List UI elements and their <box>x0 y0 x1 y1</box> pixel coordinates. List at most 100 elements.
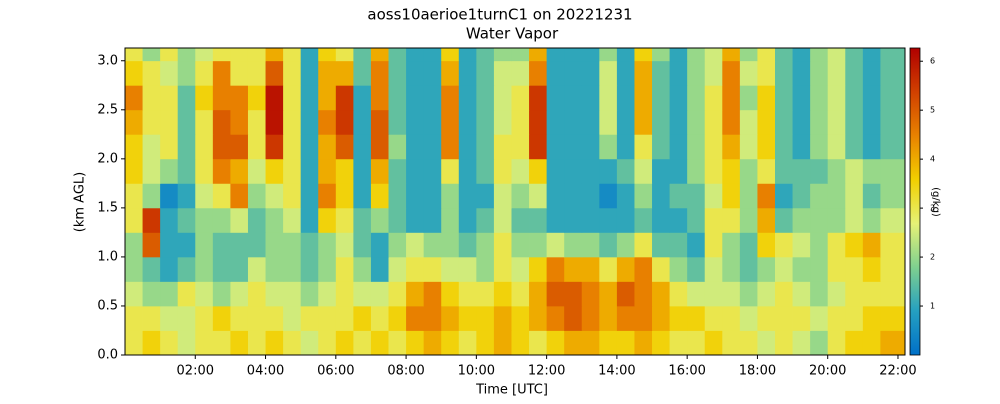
heatmap-cell <box>283 207 302 233</box>
heatmap-cell <box>318 60 337 86</box>
y-tick-label: 2.5 <box>97 102 118 117</box>
heatmap-cell <box>212 85 231 111</box>
heatmap-cell <box>423 109 442 135</box>
heatmap-cell <box>581 256 600 282</box>
heatmap-cell <box>581 183 600 209</box>
heatmap-cell <box>441 158 460 184</box>
heatmap-cell <box>792 60 811 86</box>
heatmap-cell <box>546 85 565 111</box>
heatmap-cell <box>704 305 723 331</box>
heatmap-cell <box>792 134 811 160</box>
heatmap-cell <box>564 305 583 331</box>
heatmap-cell <box>493 48 512 62</box>
heatmap-cell <box>564 330 583 356</box>
heatmap-cell <box>792 207 811 233</box>
heatmap-cell <box>722 281 741 307</box>
heatmap-cell <box>441 305 460 331</box>
heatmap-cell <box>423 207 442 233</box>
heatmap-cell <box>669 85 688 111</box>
heatmap-cell <box>177 330 196 356</box>
heatmap-cell <box>792 183 811 209</box>
heatmap-cell <box>370 158 389 184</box>
heatmap-cell <box>757 48 776 62</box>
heatmap-cell <box>230 207 249 233</box>
heatmap-cell <box>634 48 653 62</box>
heatmap-cell <box>265 134 284 160</box>
heatmap-cell <box>862 60 881 86</box>
heatmap-cell <box>476 305 495 331</box>
heatmap-cell <box>739 281 758 307</box>
heatmap-cell <box>652 305 670 331</box>
heatmap-cell <box>335 281 354 307</box>
heatmap-cell <box>599 158 618 184</box>
y-tick-label: 0.0 <box>97 348 118 363</box>
heatmap-cell <box>335 134 354 160</box>
heatmap-cell <box>722 183 741 209</box>
heatmap-cell <box>511 256 530 282</box>
heatmap-cell <box>810 232 829 258</box>
heatmap-cell <box>739 207 758 233</box>
heatmap-cell <box>160 48 179 62</box>
heatmap-cell <box>511 48 530 62</box>
heatmap-cell <box>652 256 670 282</box>
heatmap-cell <box>160 305 179 331</box>
heatmap-cell <box>880 207 906 233</box>
heatmap-cell <box>406 281 425 307</box>
heatmap-cell <box>652 183 670 209</box>
heatmap-cell <box>406 134 425 160</box>
heatmap-cell <box>247 85 266 111</box>
heatmap-cell <box>564 109 583 135</box>
heatmap-cell <box>739 48 758 62</box>
heatmap-cell <box>862 183 881 209</box>
x-tick-label: 14:00 <box>598 364 635 379</box>
heatmap-cell <box>300 134 319 160</box>
heatmap-cell <box>388 256 407 282</box>
heatmap-cell <box>792 305 811 331</box>
heatmap-cell <box>810 305 829 331</box>
heatmap-cell <box>862 232 881 258</box>
heatmap-cell <box>406 256 425 282</box>
heatmap-cell <box>722 305 741 331</box>
heatmap-cell <box>546 158 565 184</box>
heatmap-cell <box>845 183 864 209</box>
heatmap-cell <box>493 232 512 258</box>
heatmap-cell <box>634 183 653 209</box>
heatmap-cell <box>669 281 688 307</box>
x-tick-label: 22:00 <box>879 364 916 379</box>
heatmap-cell <box>634 281 653 307</box>
heatmap-cell <box>195 183 214 209</box>
heatmap-cell <box>529 305 548 331</box>
heatmap-cell <box>177 48 196 62</box>
heatmap-cell <box>441 85 460 111</box>
heatmap-cell <box>353 281 372 307</box>
heatmap-cell <box>652 109 670 135</box>
heatmap-cell <box>423 60 442 86</box>
heatmap-cell <box>862 134 881 160</box>
heatmap-cell <box>318 281 337 307</box>
heatmap-cell <box>335 183 354 209</box>
x-tick-label: 12:00 <box>528 364 565 379</box>
heatmap-cell <box>265 232 284 258</box>
heatmap-cell <box>704 330 723 356</box>
heatmap-cell <box>125 232 143 258</box>
y-axis-label: (km AGL) <box>73 172 88 232</box>
heatmap-cell <box>458 207 477 233</box>
heatmap-cell <box>195 48 214 62</box>
heatmap-cell <box>476 256 495 282</box>
heatmap-cell <box>529 232 548 258</box>
heatmap-cell <box>160 256 179 282</box>
heatmap-cell <box>775 207 793 233</box>
heatmap-cell <box>652 207 670 233</box>
heatmap-cell <box>265 305 284 331</box>
heatmap-cell <box>370 305 389 331</box>
heatmap-cell <box>739 256 758 282</box>
heatmap-cell <box>669 60 688 86</box>
heatmap-cell <box>529 281 548 307</box>
heatmap-cell <box>757 207 776 233</box>
heatmap-cell <box>406 232 425 258</box>
heatmap-cell <box>599 232 618 258</box>
heatmap-cell <box>353 134 372 160</box>
heatmap-cell <box>160 330 179 356</box>
heatmap-cell <box>388 183 407 209</box>
heatmap-cell <box>581 109 600 135</box>
